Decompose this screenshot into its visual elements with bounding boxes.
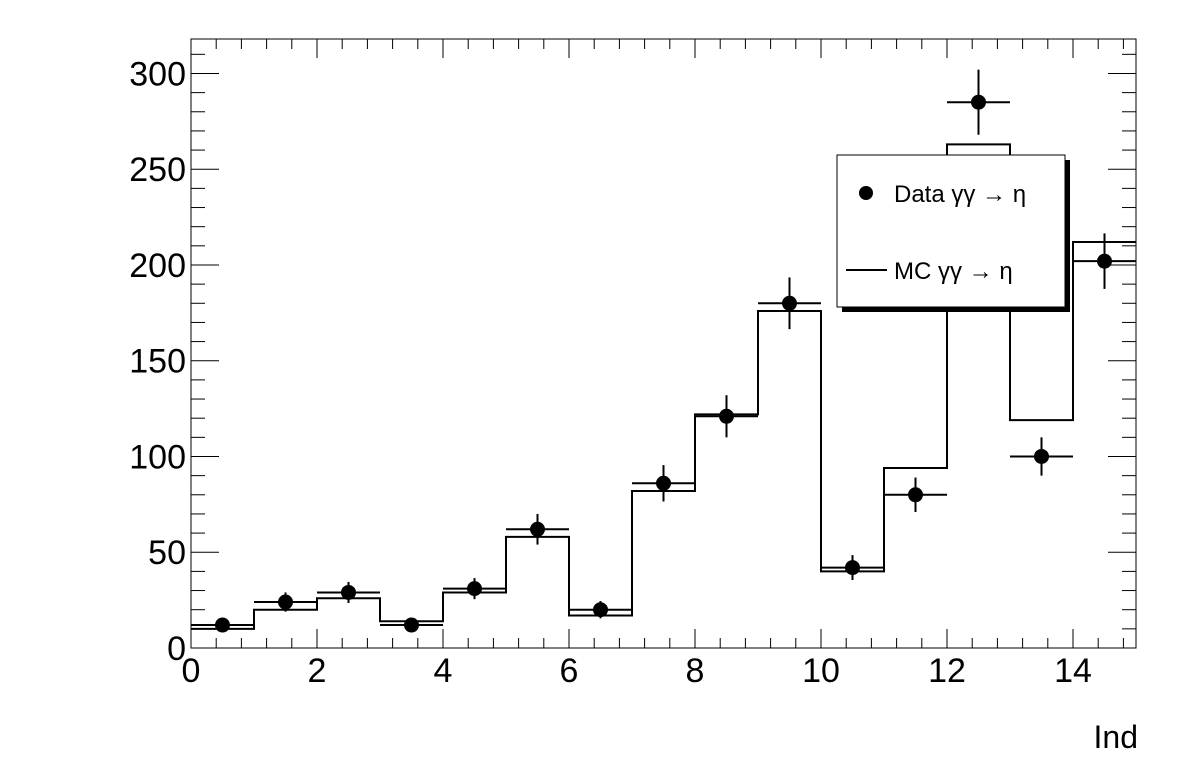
- data-point: [443, 578, 506, 600]
- data-marker: [1097, 253, 1112, 269]
- legend-mc-label: MC γγ → η: [894, 258, 1013, 285]
- data-point: [506, 513, 569, 545]
- data-marker: [593, 602, 608, 618]
- data-points: [191, 69, 1136, 633]
- data-marker: [278, 594, 293, 610]
- y-tick-label: 100: [129, 438, 186, 476]
- data-point: [947, 69, 1010, 135]
- y-tick-label: 50: [148, 534, 186, 572]
- data-marker: [341, 584, 356, 600]
- axis-tick-labels: 0 2 4 6 8 10 12 14 0 50 100 150 200 250 300: [129, 55, 1092, 690]
- y-tick-label: 150: [129, 343, 186, 381]
- data-marker: [971, 94, 986, 110]
- data-point: [254, 592, 317, 612]
- y-tick-label: 200: [129, 247, 186, 285]
- y-tick-label: 250: [129, 151, 186, 189]
- data-marker: [1034, 448, 1049, 464]
- x-tick-label: 4: [434, 652, 453, 690]
- y-tick-label: 0: [167, 630, 186, 668]
- legend-data-label: Data γγ → η: [894, 181, 1026, 208]
- x-tick-label: 10: [802, 652, 840, 690]
- x-axis-title: Ind: [1094, 719, 1138, 755]
- x-tick-label: 8: [686, 652, 705, 690]
- data-marker: [719, 408, 734, 424]
- data-point: [821, 555, 884, 581]
- data-marker: [782, 295, 797, 311]
- data-marker: [530, 521, 545, 537]
- x-tick-label: 2: [308, 652, 327, 690]
- data-point: [1073, 233, 1136, 289]
- data-point: [1010, 437, 1073, 476]
- y-tick-label: 300: [129, 55, 186, 93]
- x-tick-label: 14: [1054, 652, 1092, 690]
- x-tick-label: 0: [182, 652, 201, 690]
- data-marker: [467, 581, 482, 597]
- plot-frame-layer: [190, 38, 1137, 649]
- data-point: [569, 601, 632, 619]
- legend-box: [836, 154, 1066, 308]
- axis-ticks: [190, 39, 1136, 649]
- data-marker: [215, 617, 230, 633]
- x-tick-label: 12: [928, 652, 966, 690]
- plot-frame: [190, 38, 1137, 649]
- data-point: [317, 581, 380, 603]
- data-point: [884, 477, 947, 513]
- data-point: [632, 465, 695, 502]
- data-point: [758, 277, 821, 330]
- x-tick-label: 6: [560, 652, 579, 690]
- data-point: [191, 617, 254, 633]
- data-marker: [908, 487, 923, 503]
- data-marker: [656, 475, 671, 491]
- data-marker: [404, 617, 419, 633]
- legend: Data γγ → η MC γγ → η: [836, 154, 1070, 312]
- data-point: [695, 395, 758, 438]
- data-marker: [845, 560, 860, 576]
- legend-data-marker: [859, 186, 873, 200]
- data-point: [380, 617, 443, 633]
